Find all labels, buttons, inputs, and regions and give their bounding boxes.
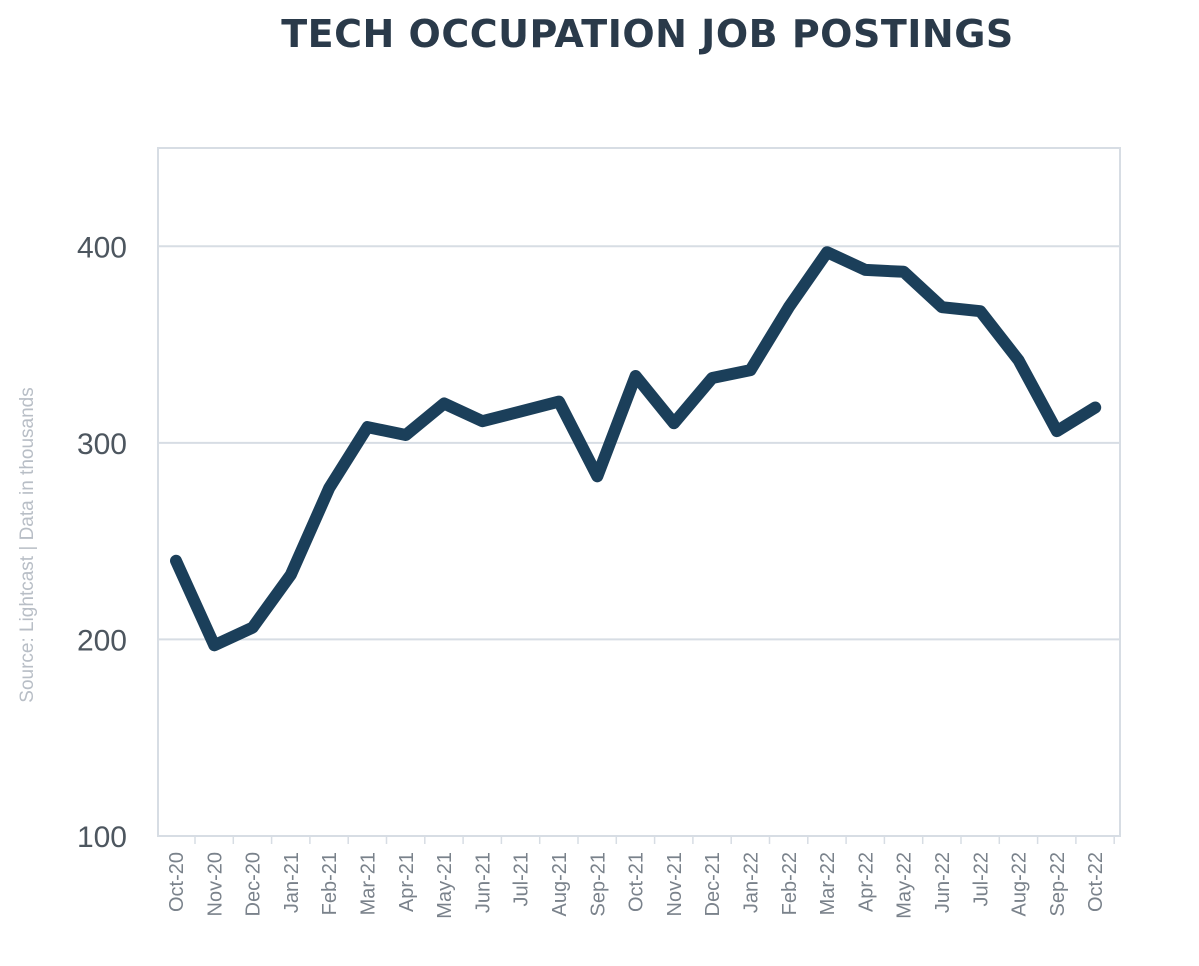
- x-tick-label: Jan-21: [281, 852, 303, 913]
- x-tick-label: Aug-21: [549, 852, 571, 917]
- y-tick-label: 400: [77, 231, 127, 264]
- x-tick-label: Jan-22: [741, 852, 763, 913]
- series-line: [170, 246, 1102, 652]
- x-tick-label: Jun-22: [932, 852, 954, 913]
- x-tick-label: Apr-21: [396, 852, 418, 912]
- x-tick-label: Jul-21: [511, 852, 533, 906]
- x-tick-label: Oct-22: [1085, 852, 1107, 912]
- x-tick-label: Dec-21: [702, 852, 724, 916]
- x-tick-label: Mar-21: [358, 852, 380, 915]
- x-tick-label: Feb-22: [779, 852, 801, 915]
- y-tick-label: 300: [77, 428, 127, 461]
- y-tick-label: 100: [77, 821, 127, 854]
- x-tick-label: Sep-22: [1047, 852, 1069, 917]
- x-tick-label: Nov-20: [204, 852, 226, 916]
- x-tick-label: Feb-21: [319, 852, 341, 915]
- x-tick-label: Oct-21: [626, 852, 648, 912]
- chart-title: TECH OCCUPATION JOB POSTINGS: [281, 12, 1014, 56]
- x-tick-label: Sep-21: [587, 852, 609, 917]
- plot-frame: [157, 147, 1121, 837]
- y-tick-label: 200: [77, 624, 127, 657]
- x-tick-label: Aug-22: [1009, 852, 1031, 917]
- x-tick-label: Mar-22: [817, 852, 839, 915]
- x-tick-label: Oct-20: [166, 852, 188, 912]
- x-tick-label: May-22: [894, 852, 916, 919]
- x-tick-label: Apr-22: [855, 852, 877, 912]
- x-tick-label: Nov-21: [664, 852, 686, 916]
- x-tick-label: Jun-21: [472, 852, 494, 913]
- x-tick-label: Dec-20: [243, 852, 265, 916]
- x-tick-label: Jul-22: [970, 852, 992, 906]
- x-tick-label: May-21: [434, 852, 456, 919]
